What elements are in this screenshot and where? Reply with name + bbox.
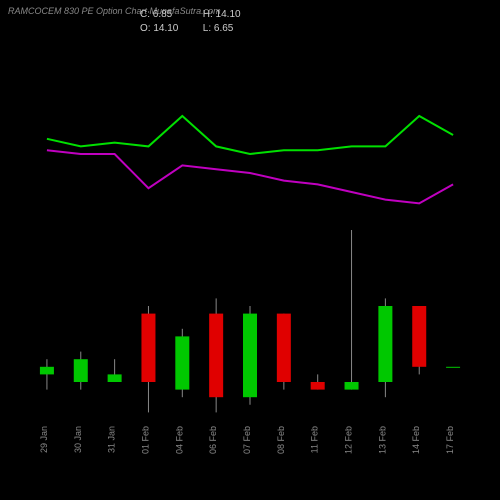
x-axis-label: 11 Feb (310, 426, 320, 453)
x-axis-label: 14 Feb (411, 426, 421, 454)
x-axis-label: 06 Feb (208, 426, 218, 454)
x-axis-label: 12 Feb (344, 426, 354, 454)
x-axis-label: 04 Feb (174, 426, 184, 454)
ohlc-open: O: 14.10 (140, 22, 200, 36)
ohlc-low: L: 6.65 (203, 22, 234, 36)
ohlc-close: C: 6.85 (140, 8, 200, 22)
line-b (47, 150, 453, 203)
ohlc-high: H: 14.10 (203, 8, 241, 22)
x-axis-label: 08 Feb (276, 426, 286, 454)
ohlc-block: C: 6.85 H: 14.10 O: 14.10 L: 6.65 (140, 8, 241, 36)
candle-body (277, 314, 291, 382)
candle-body (345, 382, 359, 390)
candle-body (243, 314, 257, 398)
x-axis-label: 01 Feb (140, 426, 150, 454)
chart-area: 29 Jan 30 Jan 31 Jan 01 Feb 04 Feb 06 Feb 07 F… (30, 40, 470, 460)
candle-body (108, 374, 122, 382)
x-axis-label: 13 Feb (377, 426, 387, 454)
x-axis-label: 31 Jan (107, 426, 117, 453)
candle-body (40, 367, 54, 375)
candle-body (311, 382, 325, 390)
chart-svg: 29 Jan 30 Jan 31 Jan 01 Feb 04 Feb 06 Feb 07 F… (30, 40, 470, 460)
candle-body (175, 336, 189, 389)
x-axis-label: 30 Jan (73, 426, 83, 453)
x-axis-label: 29 Jan (39, 426, 49, 453)
candle-body (74, 359, 88, 382)
candle-body (141, 314, 155, 382)
candle-body (209, 314, 223, 398)
candle-body (378, 306, 392, 382)
x-axis-label: 07 Feb (242, 426, 252, 454)
candle-body (446, 367, 460, 368)
x-axis-label: 17 Feb (445, 426, 455, 454)
line-a (47, 116, 453, 154)
candle-body (412, 306, 426, 367)
